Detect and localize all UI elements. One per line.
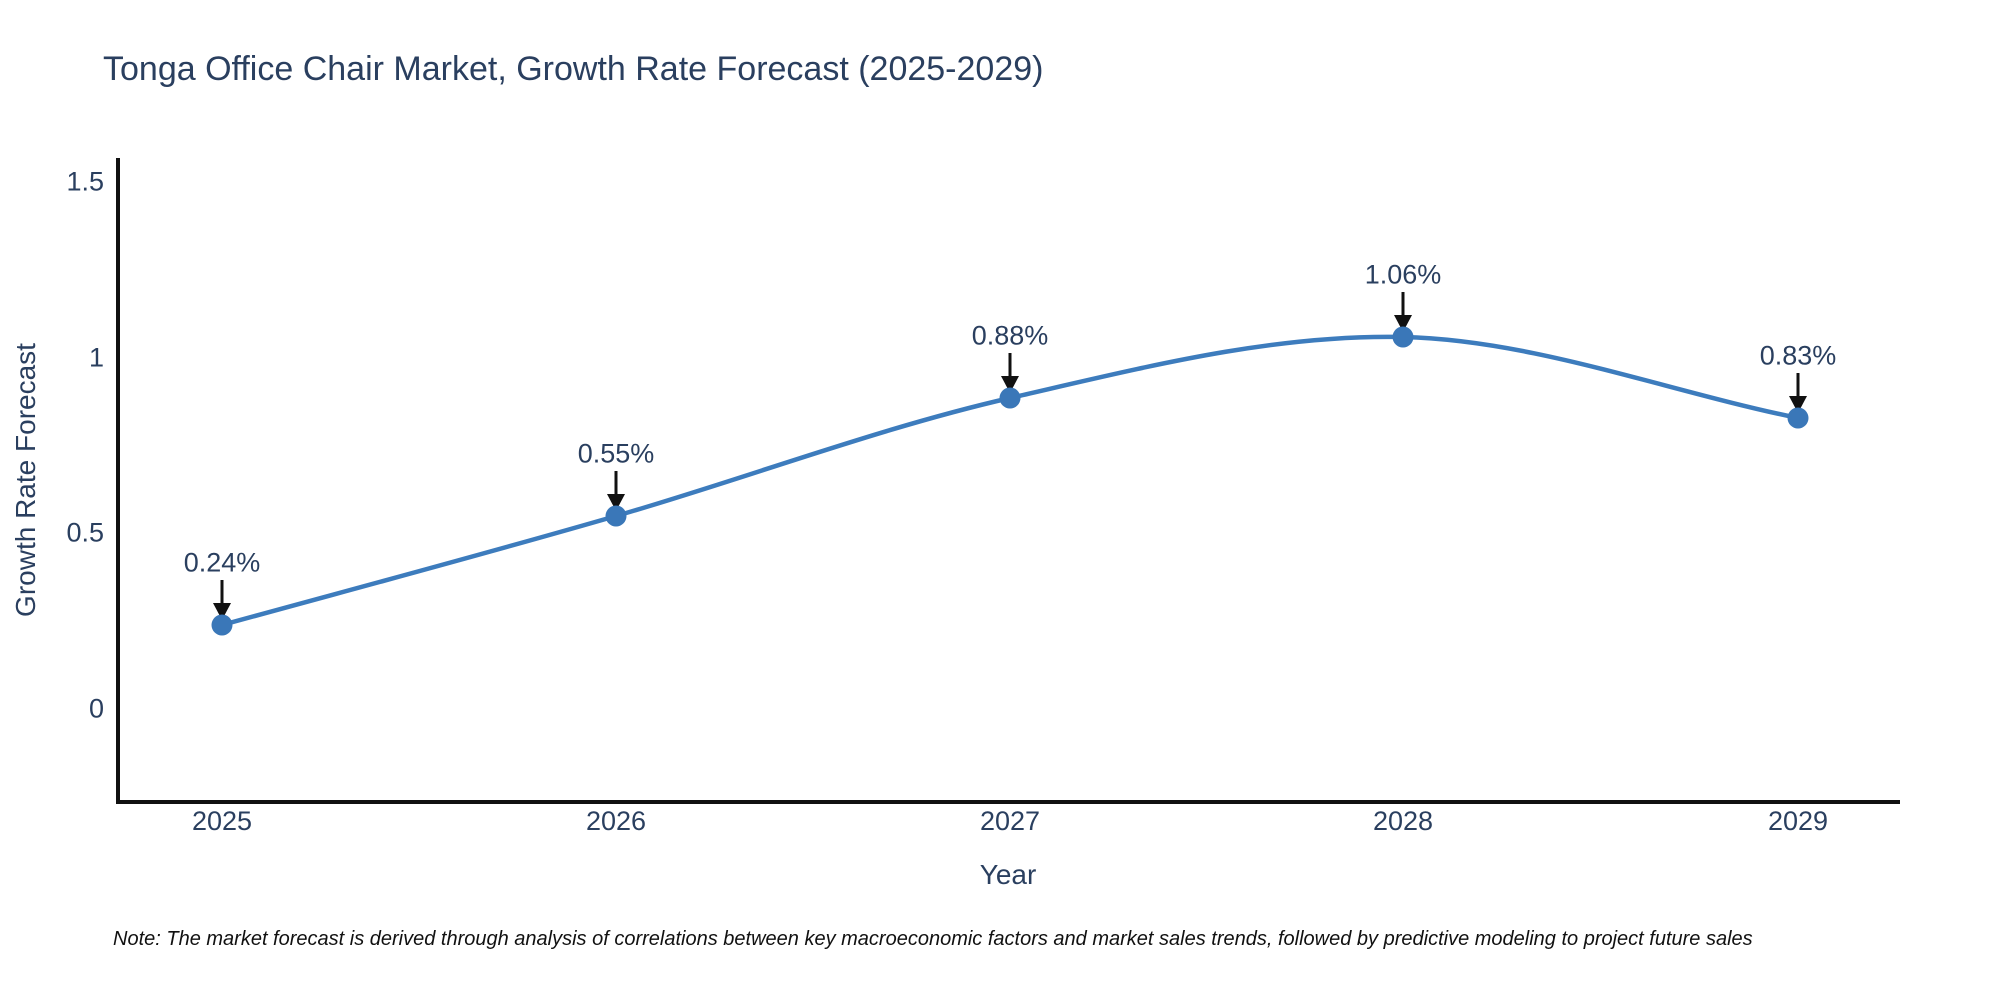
y-tick-label-0: 0 [88,693,104,724]
x-tick-label-2029: 2029 [1767,806,1829,836]
annotation-2027: 0.88% [971,320,1049,351]
arrowhead-2027 [1001,376,1019,393]
annotation-2028: 1.06% [1364,259,1442,290]
data-point-2029[interactable] [1787,407,1809,429]
data-point-2025[interactable] [211,614,233,636]
x-axis-title: Year [979,859,1037,890]
arrowhead-2026 [607,494,625,511]
data-point-2028[interactable] [1392,326,1414,348]
annotation-2025: 0.24% [183,547,261,578]
annotation-2029: 0.83% [1759,340,1837,371]
x-tick-label-2028: 2028 [1372,806,1434,836]
chart-title: Tonga Office Chair Market, Growth Rate F… [103,50,1044,88]
y-tick-label-1-5: 1.5 [66,166,104,197]
axis-lines [116,158,1900,804]
footnote: Note: The market forecast is derived thr… [113,928,1753,950]
y-tick-label-0-5: 0.5 [66,517,104,548]
annotation-arrows [220,292,1800,605]
annotation-arrowheads [213,315,1807,620]
y-tick-label-1: 1 [88,342,104,373]
annotation-2026: 0.55% [577,438,655,469]
data-point-2026[interactable] [605,505,627,527]
arrowhead-2025 [213,603,231,620]
x-tick-label-2025: 2025 [191,806,253,836]
x-tick-label-2026: 2026 [585,806,647,836]
arrowhead-2029 [1789,396,1807,413]
data-points [211,326,1809,636]
y-axis-title: Growth Rate Forecast [10,343,41,617]
arrowhead-2028 [1394,315,1412,332]
data-point-2027[interactable] [999,387,1021,409]
x-tick-label-2027: 2027 [979,806,1041,836]
